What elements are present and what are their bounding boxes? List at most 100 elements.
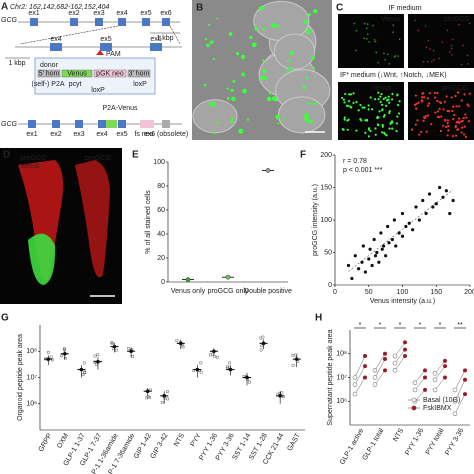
progcg-cell: [460, 131, 463, 134]
progcg-cell: [465, 116, 468, 119]
point: [353, 254, 357, 258]
venus-cell: [251, 42, 257, 48]
exon-label: ex4: [96, 131, 107, 138]
venus-cell: [366, 23, 369, 25]
replicate: [148, 396, 151, 399]
pair-line: [374, 358, 386, 378]
venus-cell: [378, 110, 381, 113]
venus-cell: [377, 97, 380, 101]
venus-cell: [374, 127, 377, 130]
pair-line: [454, 370, 466, 391]
venus-cell: [395, 130, 398, 133]
point: [400, 234, 405, 238]
panel-label: C: [336, 3, 343, 14]
venus-cell: [263, 76, 267, 80]
progcg-cell: [464, 135, 468, 139]
venus-cell: [381, 131, 384, 134]
progcg-cell: [455, 134, 458, 137]
venus-cell: [387, 95, 390, 98]
venus-cell: [341, 128, 344, 131]
progcg-cell: [414, 123, 417, 126]
gene-name: GCG: [1, 17, 18, 24]
venus-cell: [226, 96, 230, 100]
x-tick-label: Venus only: [171, 288, 206, 295]
donor-sub-label: loxP: [133, 81, 147, 88]
venus-cell: [283, 118, 286, 121]
venus-cell: [249, 35, 253, 39]
x-tick-label: PYY: [190, 432, 203, 448]
mean-dot: [178, 341, 183, 346]
pair-line: [414, 377, 426, 391]
venus-cell: [345, 104, 349, 107]
venus-cell: [385, 134, 388, 137]
venus-cell: [206, 43, 210, 48]
basal-point: [452, 398, 458, 404]
venus-cell: [246, 118, 250, 121]
pair-line: [354, 366, 366, 385]
replicate: [291, 364, 295, 367]
x-tick-label: NTS: [392, 427, 405, 443]
venus-cell: [392, 31, 394, 33]
progcg-cell: [468, 22, 471, 25]
replicate: [83, 370, 86, 374]
progcg-cell: [420, 99, 424, 102]
progcg-cell: [462, 116, 465, 120]
basal-point: [372, 382, 378, 387]
venus-cell: [360, 119, 363, 122]
venus-cell: [380, 103, 384, 106]
point: [363, 270, 367, 274]
exon-label: fs neo: [134, 131, 153, 138]
point: [417, 218, 421, 222]
basal-point: [392, 353, 398, 359]
basal-point: [412, 387, 418, 393]
venus-cell: [376, 123, 379, 126]
venus-cell: [383, 114, 386, 117]
venus-cell: [364, 119, 367, 122]
exon: [70, 18, 78, 26]
x-tick-label: GLP-1 active: [339, 427, 365, 466]
progcg-cell: [420, 130, 423, 134]
progcg-cell: [458, 105, 461, 108]
progcg-cell: [415, 107, 418, 110]
exon: [30, 18, 38, 26]
exon: [142, 18, 150, 26]
gene-name: GCG: [1, 121, 18, 128]
mean-dot: [112, 344, 117, 349]
progcg-cell: [416, 119, 419, 122]
basal-point: [412, 380, 418, 386]
basal-point: [352, 375, 358, 380]
venus-cell: [312, 66, 316, 70]
x-tick-label: GAST: [286, 432, 302, 453]
venus-cell: [385, 99, 389, 102]
image-c-progcg: [408, 14, 474, 68]
basal-point: [452, 411, 458, 417]
progcg-cell: [449, 51, 451, 53]
venus-cell: [262, 59, 265, 62]
progcg-cell: [450, 47, 453, 50]
point: [427, 192, 432, 196]
progcg-cell: [461, 126, 464, 129]
significance: *: [439, 322, 442, 329]
exon: [162, 120, 170, 128]
point: [372, 237, 376, 242]
venus-cell: [232, 79, 236, 83]
y-axis-label: % of all stained cells: [145, 190, 152, 254]
venus-cell: [391, 92, 394, 96]
replicate: [131, 355, 134, 358]
venus-cell: [205, 37, 208, 41]
venus-cell: [310, 55, 316, 60]
venus-cell: [393, 56, 396, 58]
x-tick-label: PYY 3-36: [444, 427, 465, 456]
venus-cell: [212, 131, 216, 134]
venus-cell: [389, 122, 392, 125]
exon-label: ex1: [28, 10, 39, 17]
stim-point: [443, 358, 447, 363]
venus-cell: [347, 118, 350, 121]
progcg-cell: [424, 25, 427, 27]
progcg-cell: [448, 110, 451, 113]
progcg-cell: [453, 113, 456, 117]
replicate: [63, 357, 67, 360]
venus-cell: [209, 40, 214, 45]
venus-cell: [347, 100, 351, 103]
exon-label: ex2: [68, 10, 79, 17]
